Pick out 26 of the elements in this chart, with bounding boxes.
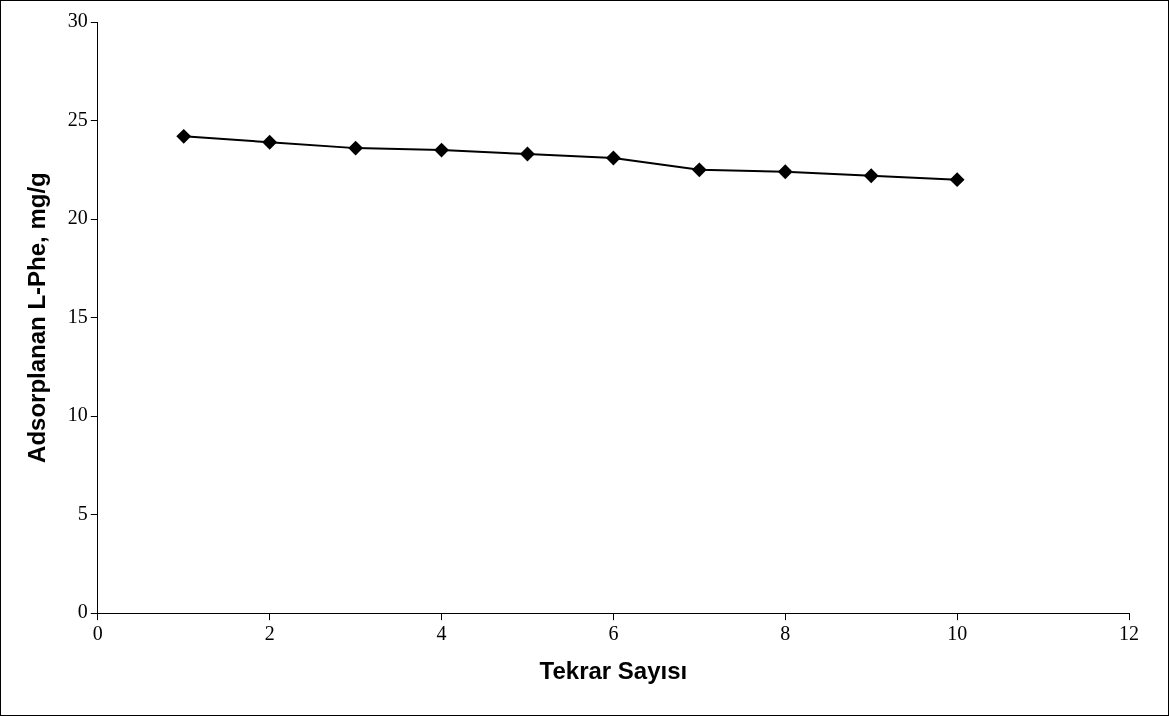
point [692,162,707,177]
x-tick-label: 2 [264,622,275,645]
x-tick-label: 8 [780,622,791,645]
point [520,147,535,162]
point [778,164,793,179]
point [606,150,621,165]
x-tick-label: 10 [947,622,968,645]
y-tick-label: 0 [77,600,88,623]
x-axis-title: Tekrar Sayısı [539,657,688,685]
x-tick-label: 4 [436,622,447,645]
point [176,129,191,144]
y-axis-title: Adsorplanan L-Phe, mg/g [23,172,51,463]
y-tick-label: 30 [67,9,88,32]
x-tick-label: 0 [92,622,103,645]
y-tick-label: 15 [67,304,88,327]
y-tick-label: 5 [77,501,88,524]
point [864,168,879,183]
x-tick-label: 6 [608,622,619,645]
point [950,172,965,187]
y-tick-label: 20 [67,206,88,229]
point [262,135,277,150]
point [348,141,363,156]
y-tick-label: 10 [67,403,88,426]
point [434,143,449,158]
x-tick-label: 12 [1119,622,1139,645]
y-tick-label: 25 [67,107,88,130]
